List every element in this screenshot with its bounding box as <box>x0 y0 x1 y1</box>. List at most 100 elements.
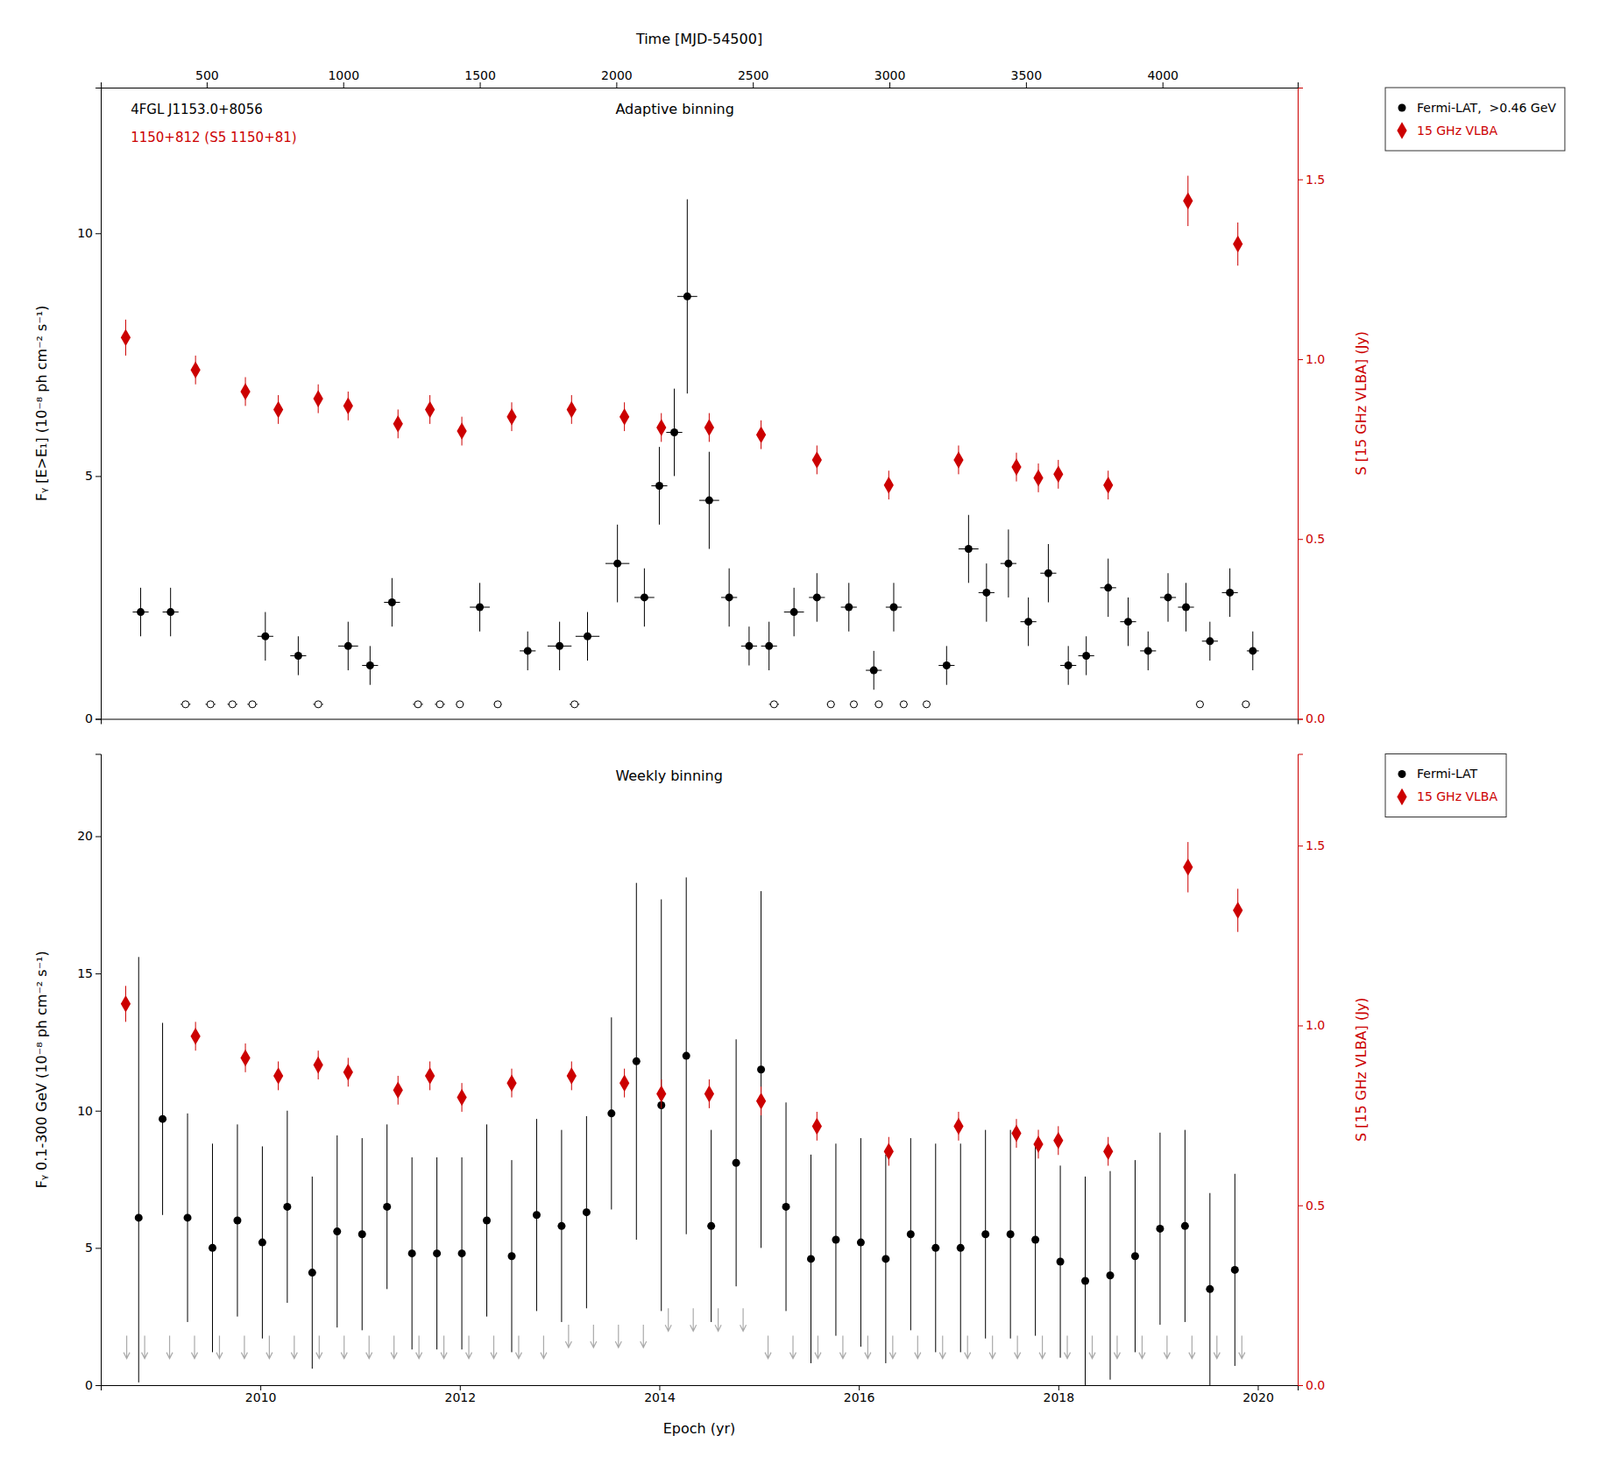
marker <box>424 401 435 419</box>
marker <box>266 1336 273 1360</box>
marker <box>182 700 190 708</box>
marker <box>240 1049 250 1068</box>
legend-symbol <box>1398 770 1407 779</box>
legend-label: Fermi-LAT, >0.46 GeV <box>1416 100 1557 115</box>
tick-label: 2014 <box>644 1390 676 1405</box>
marker <box>856 1238 865 1247</box>
tick-mark <box>1297 1205 1303 1207</box>
tick-label: 5 <box>84 468 93 483</box>
tick-label: 2012 <box>444 1390 476 1405</box>
marker <box>1182 192 1193 211</box>
marker <box>1103 476 1113 495</box>
tick: 2014 <box>644 1385 676 1405</box>
x2-axis-title: Time [MJD-54500] <box>635 30 763 48</box>
marker <box>382 1203 391 1211</box>
axis-line <box>101 1386 1299 1392</box>
marker <box>532 1210 541 1219</box>
tick-mark <box>752 82 754 88</box>
panel-title: Adaptive binning <box>615 100 735 118</box>
marker <box>258 1238 267 1247</box>
marker <box>931 1244 940 1253</box>
marker <box>308 1268 317 1277</box>
legend-label: Fermi-LAT <box>1416 766 1479 781</box>
marker <box>283 1203 291 1211</box>
tick-label: 2016 <box>843 1390 876 1405</box>
tick: 1.5 <box>1297 838 1325 853</box>
legend-label: 15 GHz VLBA <box>1416 123 1498 138</box>
marker <box>313 389 324 408</box>
marker <box>358 1230 367 1239</box>
legend-symbol <box>1398 104 1407 113</box>
marker <box>989 1336 996 1360</box>
axis-line <box>101 82 1299 89</box>
tick: 0.5 <box>1297 531 1325 546</box>
marker <box>340 1336 347 1360</box>
tick-label: 1.0 <box>1305 1018 1325 1033</box>
y2-axis: 0.00.51.01.5 <box>1297 88 1325 727</box>
tick-mark <box>1297 359 1303 361</box>
tick: 2016 <box>843 1385 876 1405</box>
marker <box>228 700 236 708</box>
tick-mark <box>95 1111 101 1112</box>
marker <box>864 1336 871 1360</box>
marker <box>756 425 766 444</box>
marker <box>456 422 467 440</box>
marker <box>953 1118 963 1136</box>
marker <box>682 1052 691 1061</box>
marker <box>136 608 145 616</box>
marker <box>899 700 907 708</box>
legend-symbol <box>1396 121 1407 140</box>
marker <box>566 401 577 419</box>
marker <box>964 1336 971 1360</box>
marker <box>240 382 250 401</box>
tick-mark <box>889 82 891 88</box>
tick-mark <box>1297 538 1303 540</box>
y-axis: 05101520 <box>77 754 101 1393</box>
marker <box>1139 1336 1146 1360</box>
marker <box>261 632 270 641</box>
marker <box>790 1336 797 1360</box>
marker <box>1033 1135 1043 1154</box>
marker <box>981 1230 990 1239</box>
marker <box>1205 637 1214 645</box>
marker <box>982 588 991 597</box>
marker <box>515 1336 522 1360</box>
marker <box>875 700 883 708</box>
y2-axis-title: S [15 GHz VLBA] (Jy) <box>1352 997 1370 1142</box>
marker <box>1232 901 1243 920</box>
tick: 0.0 <box>1297 1378 1325 1393</box>
marker <box>1033 469 1043 488</box>
tick-label: 2018 <box>1042 1390 1075 1405</box>
marker <box>158 1115 167 1124</box>
marker <box>393 415 404 433</box>
marker <box>923 700 931 708</box>
tick-label: 3000 <box>874 68 907 83</box>
legend-item: Fermi-LAT, >0.46 GeV <box>1398 100 1558 115</box>
marker <box>914 1336 921 1360</box>
tick-mark <box>95 835 101 837</box>
marker <box>1196 700 1204 708</box>
axis-line <box>1298 754 1304 1387</box>
tick-label: 20 <box>77 828 93 843</box>
marker <box>889 1336 896 1360</box>
marker <box>273 401 284 419</box>
marker <box>665 1308 672 1331</box>
marker <box>956 1244 965 1253</box>
y2-axis: 0.00.51.01.5 <box>1297 754 1325 1393</box>
marker <box>942 661 951 670</box>
annotation: 4FGL J1153.0+8056 <box>130 101 263 118</box>
tick-mark <box>95 973 101 975</box>
tick: 2012 <box>444 1385 476 1405</box>
marker <box>313 1056 324 1075</box>
marker <box>191 361 201 380</box>
marker <box>494 700 502 708</box>
marker <box>475 603 484 612</box>
legend-symbol <box>1396 788 1407 807</box>
x-axis-title: Epoch (yr) <box>663 1420 737 1438</box>
tick-mark <box>95 475 101 477</box>
axis-line <box>1298 88 1304 721</box>
marker <box>1024 617 1033 626</box>
marker <box>166 1336 173 1360</box>
marker <box>557 1222 566 1231</box>
marker <box>1081 1276 1090 1285</box>
